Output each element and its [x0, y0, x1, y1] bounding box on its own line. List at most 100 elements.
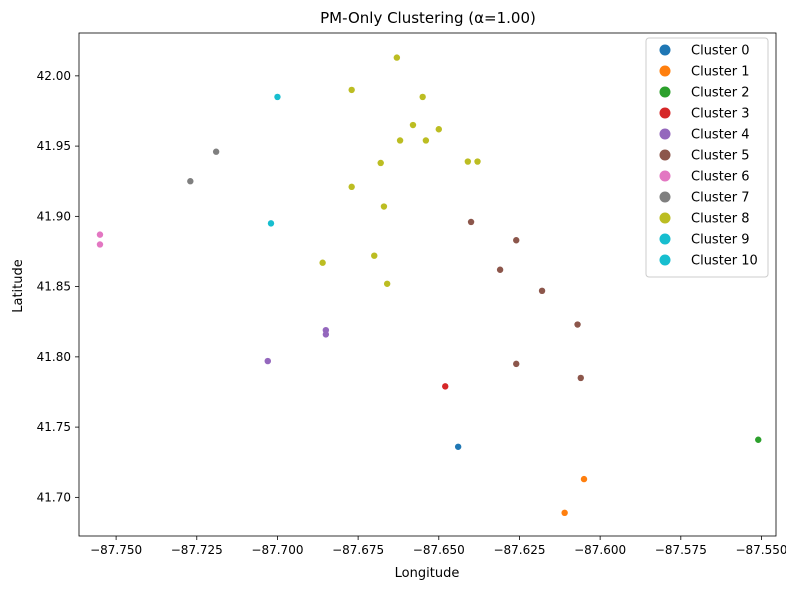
legend-item: Cluster 4	[659, 128, 750, 143]
data-point	[380, 203, 388, 210]
legend-label: Cluster 8	[691, 212, 750, 227]
data-point	[580, 475, 588, 483]
data-point	[187, 178, 194, 185]
legend-item: Cluster 5	[659, 149, 750, 164]
legend-item: Cluster 2	[659, 86, 750, 101]
x-axis-label: Longitude	[395, 566, 460, 581]
series-cluster-3	[442, 383, 449, 390]
legend-item: Cluster 8	[659, 212, 750, 227]
legend-label: Cluster 4	[691, 128, 750, 143]
data-point	[264, 357, 271, 365]
legend-marker	[659, 107, 671, 119]
legend-item: Cluster 9	[659, 233, 750, 248]
y-axis: 41.70 41.75 41.80 41.85 41.90 41.95 42.00	[37, 69, 79, 504]
data-point	[409, 121, 417, 129]
data-point	[393, 54, 401, 61]
data-point	[383, 280, 391, 287]
plot-frame	[78, 32, 777, 537]
legend-label: Cluster 5	[691, 149, 750, 164]
legend-item: Cluster 3	[659, 107, 750, 122]
data-point	[435, 126, 442, 133]
series-cluster-1	[561, 475, 588, 517]
legend-item: Cluster 10	[659, 254, 758, 269]
legend-marker	[659, 44, 671, 56]
data-point	[538, 287, 546, 295]
y-axis-label: Latitude	[11, 259, 26, 313]
x-tick-label: −87.700	[251, 543, 303, 557]
legend-marker	[659, 212, 671, 224]
y-tick-label: 41.70	[37, 490, 71, 504]
data-point	[419, 93, 426, 101]
legend-item: Cluster 1	[659, 65, 750, 80]
data-point	[513, 360, 520, 368]
legend-marker	[659, 149, 671, 161]
data-point	[577, 374, 584, 382]
data-point	[467, 218, 475, 226]
x-tick-label: −87.675	[332, 543, 384, 557]
data-point	[442, 383, 449, 390]
series-cluster-5	[467, 218, 584, 382]
legend-box	[645, 37, 769, 278]
legend-item: Cluster 0	[659, 44, 750, 59]
legend-label: Cluster 6	[691, 170, 750, 185]
series-cluster-8	[319, 54, 481, 287]
series-cluster-0	[454, 443, 462, 450]
x-tick-label: −87.750	[90, 543, 142, 557]
x-tick-label: −87.625	[493, 543, 545, 557]
series-cluster-6	[96, 231, 104, 248]
x-tick-label: −87.725	[171, 543, 223, 557]
data-point	[212, 148, 220, 155]
data-point	[319, 259, 326, 266]
legend-marker	[659, 170, 671, 182]
legend-marker	[659, 128, 671, 140]
series-cluster-7	[187, 148, 220, 185]
legend-label: Cluster 0	[691, 44, 750, 59]
series-cluster-2	[755, 436, 762, 443]
data-point	[496, 266, 504, 273]
legend-label: Cluster 2	[691, 86, 750, 101]
data-point	[348, 183, 355, 191]
series-cluster-10	[274, 93, 281, 101]
legend-label: Cluster 9	[691, 233, 750, 248]
series-cluster-9	[267, 220, 275, 227]
legend-label: Cluster 1	[691, 65, 750, 80]
y-tick-label: 42.00	[37, 69, 71, 83]
data-point	[274, 93, 281, 101]
x-tick-label: −87.550	[735, 543, 786, 557]
data-point	[561, 509, 568, 517]
legend-item: Cluster 7	[659, 191, 750, 206]
legend-marker	[659, 254, 671, 266]
y-tick-label: 41.80	[37, 350, 71, 364]
x-tick-label: −87.575	[655, 543, 707, 557]
y-tick-label: 41.75	[37, 420, 71, 434]
data-point	[322, 331, 330, 338]
chart-title: PM-Only Clustering (α=1.00)	[320, 9, 536, 27]
legend-label: Cluster 7	[691, 191, 750, 206]
data-point	[267, 220, 275, 227]
x-tick-label: −87.650	[413, 543, 465, 557]
x-axis: −87.750 −87.725 −87.700 −87.675 −87.650 −87.6…	[90, 536, 786, 557]
data-point	[454, 443, 462, 450]
legend-marker	[659, 191, 671, 203]
data-point	[513, 237, 520, 244]
data-point	[396, 137, 404, 144]
x-tick-label: −87.600	[574, 543, 626, 557]
data-point	[474, 158, 481, 165]
data-point	[574, 321, 581, 328]
legend-item: Cluster 6	[659, 170, 750, 185]
legend-marker	[659, 233, 671, 245]
legend-label: Cluster 10	[691, 254, 758, 269]
legend-marker	[659, 86, 671, 98]
y-tick-label: 41.85	[37, 280, 71, 294]
data-point	[755, 436, 762, 443]
legend: Cluster 0 Cluster 1 Cluster 2 Cluster 3 Clus…	[645, 37, 769, 278]
data-point	[96, 241, 104, 248]
data-point	[464, 158, 472, 165]
data-point	[377, 159, 384, 167]
data-point	[348, 86, 355, 94]
y-tick-label: 41.90	[37, 209, 71, 223]
data-point	[422, 137, 430, 144]
data-point	[96, 231, 104, 238]
y-tick-label: 41.95	[37, 139, 71, 153]
